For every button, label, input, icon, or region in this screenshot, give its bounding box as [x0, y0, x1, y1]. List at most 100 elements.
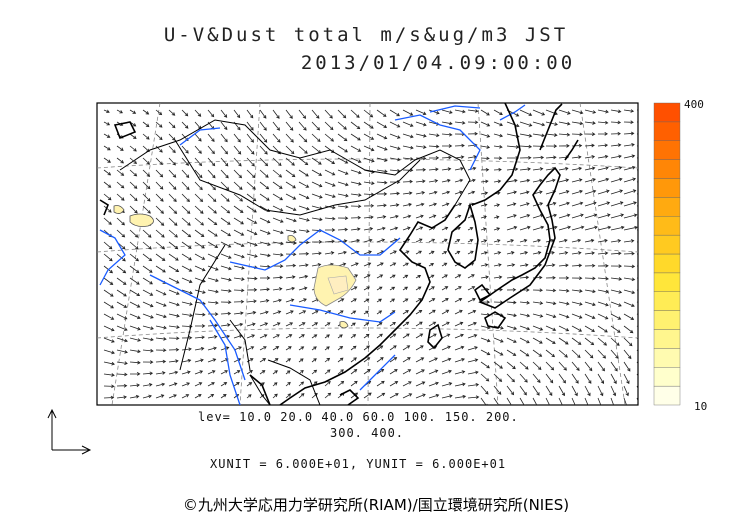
wind-arrow [389, 298, 396, 303]
wind-arrow [311, 169, 323, 176]
wind-arrow [220, 277, 232, 282]
wind-arrow [220, 169, 229, 179]
wind-arrow [610, 289, 623, 294]
wind-arrow [636, 169, 638, 171]
wind-arrow [389, 286, 396, 291]
wind-arrow [467, 109, 479, 113]
wind-arrow [350, 310, 357, 315]
wind-arrow [311, 251, 322, 256]
wind-arrow [285, 358, 292, 363]
wind-arrow [129, 325, 141, 331]
wind-arrow [597, 120, 609, 125]
wind-arrow [233, 109, 241, 119]
wind-arrow [325, 228, 336, 232]
wind-arrow [532, 301, 544, 305]
wind-arrow [233, 253, 245, 259]
wind-arrow [584, 189, 597, 195]
wind-arrow [402, 381, 412, 387]
wind-arrow [493, 385, 502, 395]
wind-arrow [428, 369, 439, 375]
wind-arrow [194, 358, 204, 363]
wind-arrow [376, 238, 386, 243]
wind-arrow [298, 393, 305, 399]
wind-arrow [155, 359, 167, 364]
wind-arrow [571, 373, 579, 384]
wind-arrow [545, 288, 557, 293]
wind-arrow [584, 361, 593, 372]
wind-arrow [272, 310, 282, 315]
wind-arrow [220, 334, 231, 339]
wind-arrow [441, 132, 453, 137]
wind-arrow [506, 251, 515, 255]
wind-arrow [324, 334, 330, 339]
wind-arrow [402, 145, 414, 150]
wind-arrow [519, 251, 529, 255]
wind-arrow [155, 371, 166, 375]
wind-arrow [597, 109, 609, 114]
wind-arrow [181, 205, 191, 214]
wind-arrow [155, 253, 166, 261]
wind-arrow [311, 133, 321, 143]
wind-arrow [272, 181, 283, 189]
wind-arrow [220, 323, 231, 327]
wind-arrow [636, 373, 638, 377]
colorbar-segment [653, 367, 681, 387]
wind-arrow [415, 109, 427, 116]
wind-arrow [597, 325, 608, 333]
wind-arrow [259, 358, 267, 363]
wind-arrow [597, 373, 604, 384]
wind-arrow [467, 383, 480, 387]
wind-arrow [506, 385, 515, 396]
wind-arrow [376, 169, 388, 174]
wind-arrow [402, 179, 413, 184]
wind-arrow [155, 394, 165, 399]
wind-arrow [610, 373, 617, 385]
wind-arrow [129, 181, 138, 189]
wind-arrow [467, 166, 477, 171]
wind-arrow [285, 286, 296, 291]
wind-arrow [415, 179, 426, 184]
wind-arrow [129, 289, 141, 296]
wind-arrow [415, 298, 422, 303]
wind-arrow [610, 154, 622, 159]
wind-arrow [506, 225, 518, 231]
wind-arrow [519, 144, 533, 149]
wind-arrow [142, 277, 153, 285]
wind-arrow [454, 394, 467, 399]
wind-arrow [298, 322, 306, 327]
wind-arrow [519, 167, 531, 171]
wind-arrow [532, 133, 545, 138]
wind-arrow [363, 121, 374, 129]
wind-arrow [181, 301, 193, 306]
wind-arrow [558, 238, 568, 243]
wind-arrow [428, 250, 435, 255]
wind-arrow [506, 190, 518, 195]
wind-arrow [207, 289, 219, 294]
wind-arrow [350, 286, 358, 291]
wind-arrow [155, 169, 164, 178]
wind-arrow [246, 288, 258, 292]
wind-arrow [207, 109, 215, 118]
wind-arrow [376, 180, 388, 185]
wind-arrow [571, 201, 584, 207]
wind-arrow [129, 372, 141, 376]
wind-arrow [467, 370, 479, 375]
wind-arrow [402, 357, 411, 363]
wind-arrow [259, 145, 268, 155]
wind-arrow [168, 181, 177, 190]
wind-arrow [155, 241, 166, 250]
wind-arrow [350, 345, 357, 351]
wind-arrow [246, 109, 254, 119]
wind-arrow [298, 274, 309, 279]
wind-arrow [363, 227, 374, 231]
wind-arrow [116, 193, 125, 201]
wind-arrow [246, 133, 254, 143]
wind-arrow [584, 337, 595, 346]
wind-arrow [428, 298, 436, 303]
wind-arrow [129, 169, 138, 177]
wind-arrow [376, 310, 383, 315]
wind-arrow [467, 274, 475, 279]
wind-arrow [311, 334, 318, 339]
wind-arrow [610, 301, 622, 307]
wind-arrow [116, 383, 128, 388]
